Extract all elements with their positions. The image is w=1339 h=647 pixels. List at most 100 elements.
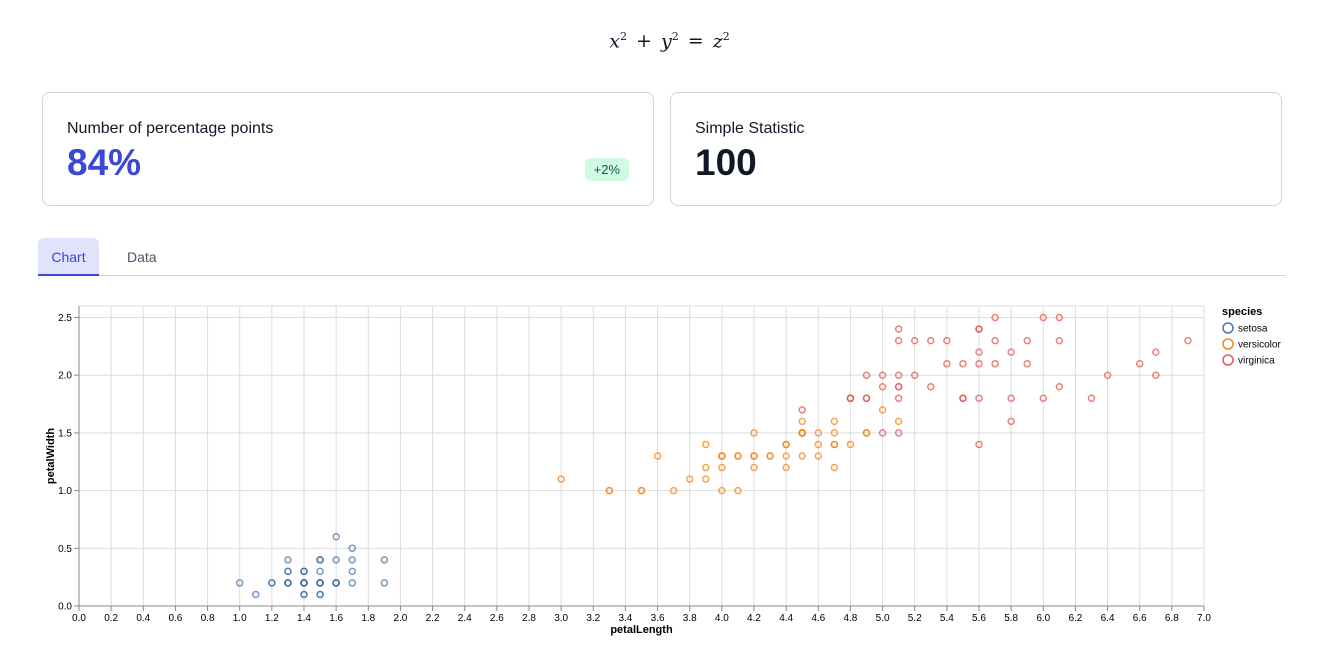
data-point-setosa <box>316 579 324 587</box>
x-tick-label: 2.6 <box>490 613 504 624</box>
data-point-versicolor <box>766 452 774 460</box>
data-point-setosa <box>348 556 356 564</box>
data-point-virginica <box>894 336 903 345</box>
metric-card-percentage: Number of percentage points 84% +2% <box>42 92 654 206</box>
data-point-versicolor <box>734 486 742 495</box>
x-tick-label: 1.8 <box>361 613 375 624</box>
x-tick-label: 1.4 <box>297 613 311 624</box>
data-point-versicolor <box>782 463 790 472</box>
x-tick-label: 5.2 <box>908 613 922 624</box>
data-point-virginica <box>975 359 983 368</box>
metric-card-title: Simple Statistic <box>695 120 805 137</box>
data-point-virginica <box>1007 417 1015 426</box>
data-point-virginica <box>991 313 999 322</box>
data-point-virginica <box>894 394 903 403</box>
data-point-virginica <box>878 429 887 437</box>
data-point-versicolor <box>814 440 823 449</box>
x-tick-label: 3.4 <box>618 613 632 624</box>
data-point-versicolor <box>718 452 726 460</box>
data-point-versicolor <box>637 486 646 495</box>
data-point-virginica <box>943 336 951 345</box>
data-point-setosa <box>268 579 276 587</box>
data-point-setosa <box>348 579 356 587</box>
x-tick-label: 5.0 <box>876 613 890 624</box>
data-point-virginica <box>1023 359 1031 368</box>
data-point-virginica <box>1152 348 1160 356</box>
data-point-virginica <box>927 383 935 391</box>
legend-symbol-versicolor <box>1222 338 1234 350</box>
data-point-virginica <box>862 394 871 403</box>
data-point-virginica <box>798 406 806 414</box>
data-point-virginica <box>1087 394 1096 403</box>
data-point-versicolor <box>669 486 678 495</box>
data-point-versicolor <box>750 452 758 460</box>
data-point-versicolor <box>718 463 726 472</box>
data-point-versicolor <box>653 452 662 460</box>
data-point-virginica <box>1039 394 1048 403</box>
y-axis-title: petalWidth <box>45 428 57 484</box>
data-point-versicolor <box>830 417 839 426</box>
data-point-virginica <box>959 359 967 368</box>
formula-equals: = <box>687 30 704 53</box>
legend-symbol-setosa <box>1222 322 1234 334</box>
x-tick-label: 4.2 <box>747 613 761 624</box>
data-point-virginica <box>1055 336 1064 345</box>
data-point-virginica <box>1055 313 1064 322</box>
data-point-versicolor <box>750 429 758 437</box>
delta-badge: +2% <box>584 158 629 181</box>
x-tick-label: 6.4 <box>1101 613 1115 624</box>
data-point-virginica <box>975 325 983 333</box>
legend-title: species <box>1222 306 1262 318</box>
data-point-setosa <box>316 556 324 564</box>
data-point-versicolor <box>830 463 839 472</box>
formula-exp-x: 2 <box>619 30 627 43</box>
data-point-versicolor <box>734 452 742 460</box>
data-point-virginica <box>1055 383 1064 391</box>
y-tick-label: 2.5 <box>58 313 72 324</box>
data-point-virginica <box>910 371 919 379</box>
x-tick-label: 0.0 <box>72 613 86 624</box>
x-tick-label: 6.8 <box>1165 613 1179 624</box>
data-point-setosa <box>252 590 260 599</box>
data-point-versicolor <box>685 475 694 483</box>
data-point-virginica <box>894 371 903 379</box>
data-point-setosa <box>380 556 389 564</box>
data-point-virginica <box>878 371 887 379</box>
x-tick-label: 3.0 <box>554 613 568 624</box>
data-point-virginica <box>1039 313 1048 322</box>
x-tick-label: 5.8 <box>1004 613 1018 624</box>
data-point-versicolor <box>702 475 710 483</box>
data-point-virginica <box>975 440 983 449</box>
data-point-setosa <box>332 579 340 587</box>
data-point-versicolor <box>814 452 823 460</box>
data-point-versicolor <box>702 440 710 449</box>
data-point-virginica <box>1135 359 1144 368</box>
legend-label-versicolor: versicolor <box>1238 340 1281 351</box>
data-point-virginica <box>943 359 951 368</box>
x-tick-label: 3.8 <box>683 613 697 624</box>
scatter-chart: 0.0 0.2 0.4 0.6 0.8 1.0 1.2 1.4 1.6 1.8 2.0 2.2 2.4 2… <box>45 305 1281 636</box>
tab-data[interactable]: Data <box>127 249 157 265</box>
formula-heading: x2 + y2 = z2 <box>0 30 1339 52</box>
data-point-virginica <box>927 336 935 345</box>
x-tick-label: 6.6 <box>1133 613 1147 624</box>
tab-chart[interactable]: Chart <box>38 238 99 276</box>
data-point-versicolor <box>830 440 839 449</box>
x-tick-label: 4.0 <box>715 613 729 624</box>
data-point-virginica <box>1007 348 1015 356</box>
legend-label-setosa: setosa <box>1238 324 1268 335</box>
data-point-versicolor <box>605 486 614 495</box>
data-point-versicolor <box>814 429 823 437</box>
data-point-virginica <box>991 359 999 368</box>
x-tick-label: 2.0 <box>393 613 407 624</box>
data-point-virginica <box>975 394 983 403</box>
x-tick-label: 2.4 <box>458 613 472 624</box>
data-point-virginica <box>862 371 871 379</box>
x-tick-label: 4.4 <box>779 613 793 624</box>
x-tick-label: 4.6 <box>811 613 825 624</box>
tab-bar: Chart Data <box>38 238 1286 276</box>
x-tick-label: 6.0 <box>1036 613 1050 624</box>
data-point-virginica <box>878 383 887 391</box>
data-point-setosa <box>348 567 356 576</box>
y-tick-label: 1.5 <box>58 428 72 439</box>
